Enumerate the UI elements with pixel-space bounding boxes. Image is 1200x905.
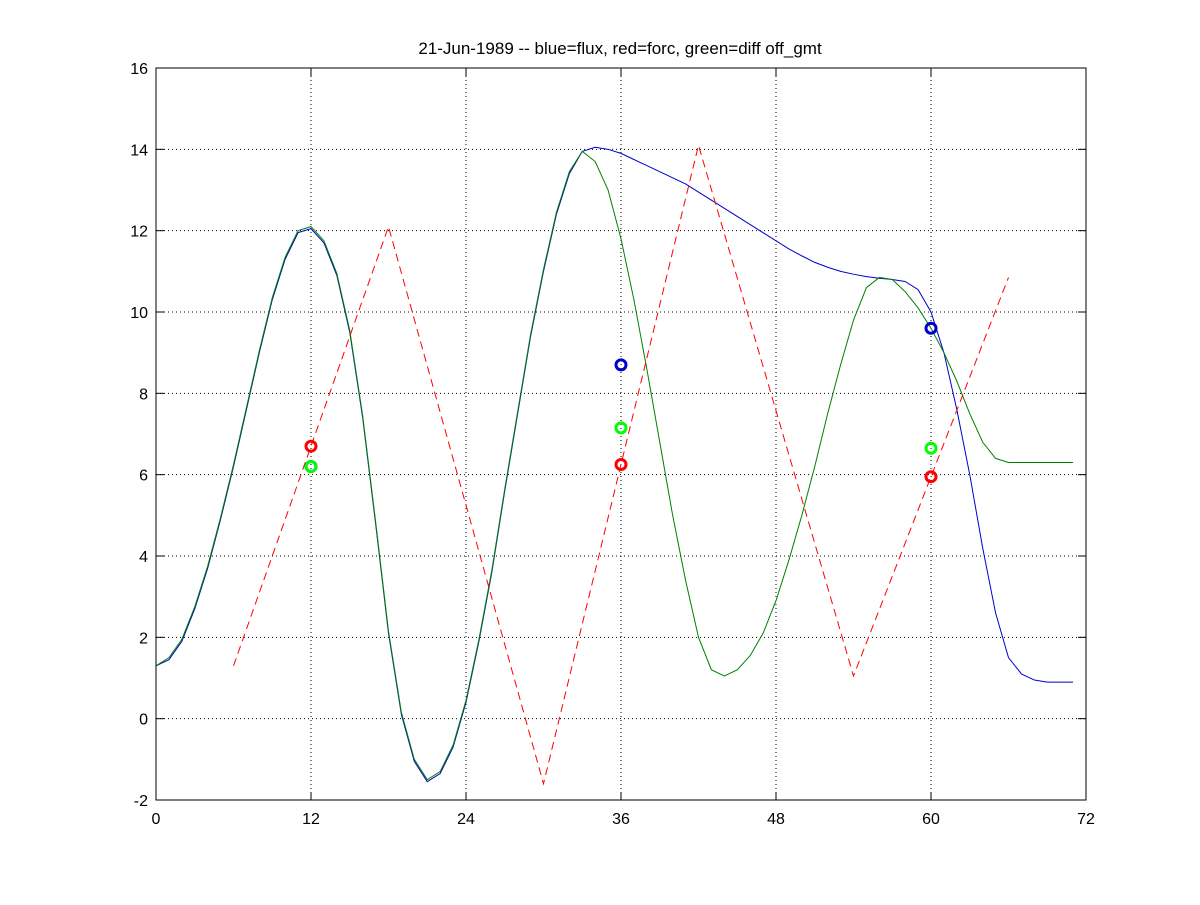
data-point-marker [924,470,938,484]
y-tick-label: 16 [130,61,148,78]
x-tick-label: 72 [1077,811,1095,828]
marker-layer [304,321,938,484]
y-tick-label: 0 [139,712,148,729]
data-point-marker [304,460,318,474]
y-tick-label: 12 [130,224,148,241]
y-tick-label: 10 [130,305,148,322]
x-tick-label: 60 [922,811,940,828]
data-point-marker [304,439,318,453]
data-point-marker [924,441,938,455]
y-tick-label: -2 [134,793,148,810]
data-point-marker [614,358,628,372]
y-tick-label: 14 [130,142,148,159]
x-tick-label: 48 [767,811,785,828]
series-layer [155,143,1074,786]
series-line-3 [233,143,1009,786]
data-point-marker [614,458,628,471]
y-tick-label: 8 [139,386,148,403]
series-line-1 [155,146,1074,783]
chart-title: 21-Jun-1989 -- blue=flux, red=forc, gree… [418,39,822,58]
y-tick-label: 2 [139,630,148,647]
data-point-marker [924,321,938,335]
data-point-marker [614,421,628,435]
x-tick-label: 24 [457,811,475,828]
y-tick-label: 4 [139,549,148,566]
series-line-2 [155,150,1074,781]
x-tick-label: 12 [302,811,320,828]
x-tick-label: 0 [152,811,161,828]
x-tick-label: 36 [612,811,630,828]
grid-layer [156,68,1086,800]
y-tick-label: 6 [139,468,148,485]
